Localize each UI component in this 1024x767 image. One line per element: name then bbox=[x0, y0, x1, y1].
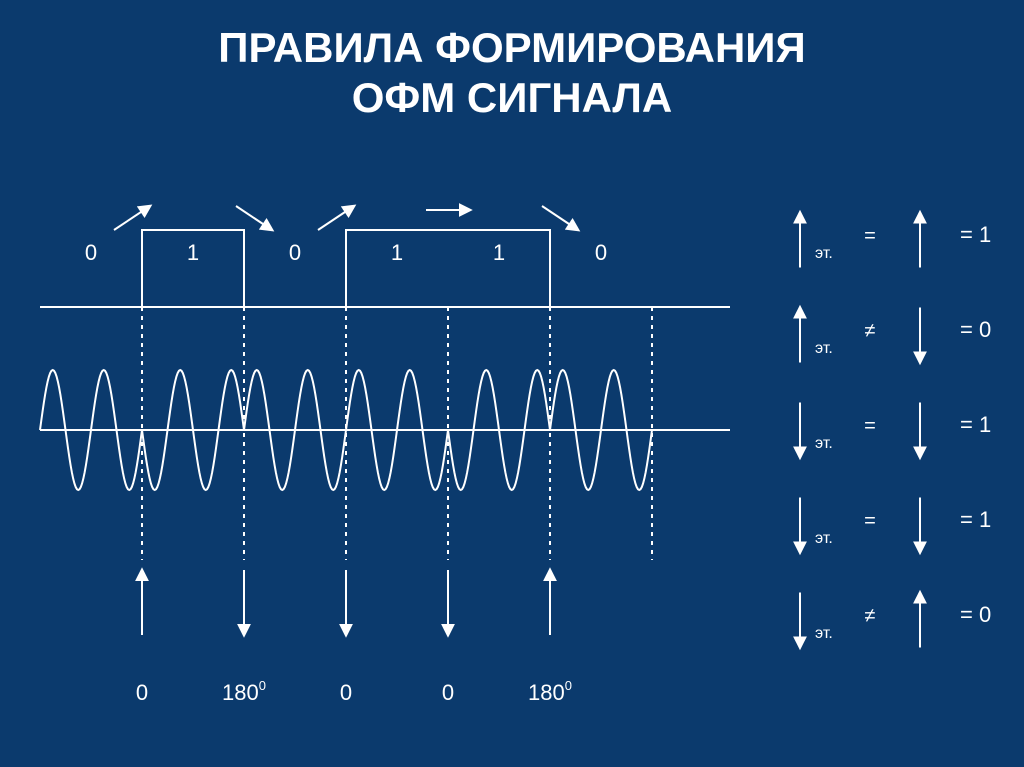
legend-result: = 1 bbox=[960, 222, 991, 247]
bit-label: 0 bbox=[289, 240, 301, 265]
legend-relation: = bbox=[864, 225, 876, 247]
legend-et-label: эт. bbox=[815, 340, 833, 357]
legend-result: = 0 bbox=[960, 602, 991, 627]
slide-root: ПРАВИЛА ФОРМИРОВАНИЯОФМ СИГНАЛА010110018… bbox=[0, 0, 1024, 767]
bit-label: 1 bbox=[391, 240, 403, 265]
bit-label: 0 bbox=[85, 240, 97, 265]
phase-label: 0 bbox=[442, 680, 454, 705]
legend-result: = 0 bbox=[960, 317, 991, 342]
legend-relation: = bbox=[864, 510, 876, 532]
bit-label: 1 bbox=[493, 240, 505, 265]
legend-et-label: эт. bbox=[815, 625, 833, 642]
legend-result: = 1 bbox=[960, 507, 991, 532]
bit-label: 1 bbox=[187, 240, 199, 265]
legend-relation: = bbox=[864, 415, 876, 437]
title-line1: ПРАВИЛА ФОРМИРОВАНИЯ bbox=[218, 24, 805, 71]
phase-label: 0 bbox=[136, 680, 148, 705]
bit-label: 0 bbox=[595, 240, 607, 265]
legend-relation: ≠ bbox=[865, 320, 876, 342]
title-line2: ОФМ СИГНАЛА bbox=[352, 74, 672, 121]
legend-et-label: эт. bbox=[815, 530, 833, 547]
legend-et-label: эт. bbox=[815, 435, 833, 452]
legend-result: = 1 bbox=[960, 412, 991, 437]
diagram-svg: ПРАВИЛА ФОРМИРОВАНИЯОФМ СИГНАЛА010110018… bbox=[0, 0, 1024, 767]
legend-relation: ≠ bbox=[865, 605, 876, 627]
phase-label: 0 bbox=[340, 680, 352, 705]
legend-et-label: эт. bbox=[815, 245, 833, 262]
